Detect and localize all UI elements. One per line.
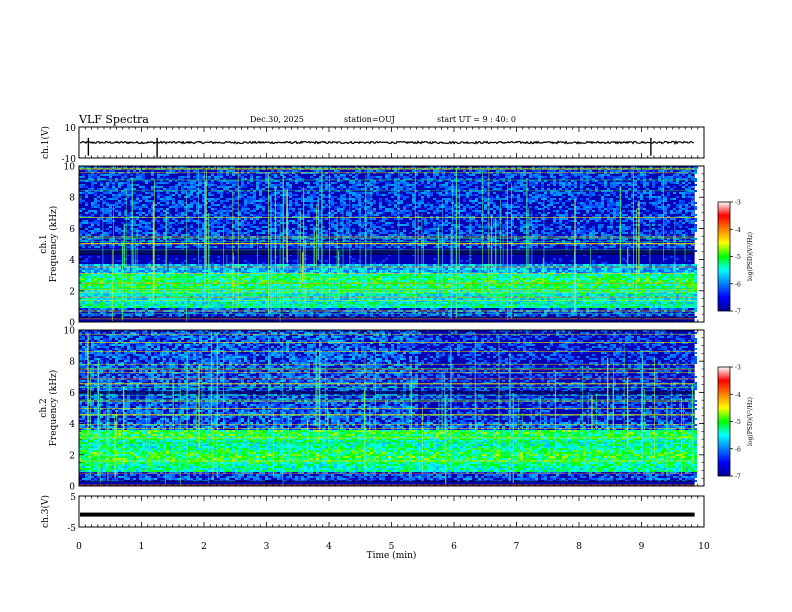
x-tick-label: 6	[451, 542, 457, 552]
ch1-ylabel: ch.1(V)	[40, 126, 51, 159]
spectrogram-channel-label: ch.1	[39, 234, 49, 253]
spectrogram-ytick-label: 0	[69, 483, 75, 493]
x-tick-label: 7	[514, 542, 520, 552]
ch3-ytick-bottom: -5	[67, 524, 76, 534]
x-tick-label: 8	[576, 542, 582, 552]
quiet-band	[79, 250, 695, 255]
colorbar-tick-label: -7	[735, 474, 741, 481]
ch3-ylabel: ch.3(V)	[40, 495, 51, 528]
spectrogram-ytick-label: 0	[69, 319, 75, 329]
ch1-ytick-top: 10	[65, 124, 77, 134]
x-tick-label: 9	[639, 542, 645, 552]
colorbar-2	[717, 366, 731, 477]
colorbar-tick-label: -5	[735, 254, 741, 261]
quiet-band	[79, 316, 695, 319]
x-axis-label: Time (min)	[367, 550, 417, 561]
spectrogram-ylabel: Frequency (kHz)	[48, 370, 59, 447]
x-tick-label: 0	[76, 542, 82, 552]
spectrogram-ytick-label: 10	[64, 327, 76, 337]
x-tick-label: 4	[326, 542, 332, 552]
spectrogram-ytick-label: 6	[69, 225, 75, 235]
colorbar-1	[717, 201, 731, 312]
spectrogram-ytick-label: 4	[69, 256, 75, 266]
ch1-ytick-bottom: -10	[62, 155, 77, 165]
chart-title: VLF Spectra	[79, 113, 149, 126]
spectrogram-ytick-label: 8	[69, 194, 75, 204]
ch3-ytick-top: 5	[70, 493, 76, 503]
colorbar-tick-label: -6	[735, 281, 741, 288]
x-tick-label: 3	[264, 542, 270, 552]
spectrogram-channel-label: ch.2	[39, 398, 49, 417]
quiet-band	[79, 390, 695, 394]
colorbar-tick-label: -5	[735, 419, 741, 426]
colorbar-tick-label: -4	[735, 392, 741, 399]
spectrogram-ytick-label: 8	[69, 358, 75, 368]
colorbar-tick-label: -3	[735, 365, 741, 372]
x-tick-label: 2	[201, 542, 207, 552]
quiet-band	[79, 480, 695, 483]
spectrogram-ytick-label: 4	[69, 420, 75, 430]
station-label: station=OUJ	[344, 115, 395, 124]
colorbar-label: log(PSD)(V²/Hz)	[747, 397, 754, 446]
ch1-spectrogram-image	[79, 166, 697, 322]
colorbar-label: log(PSD)(V²/Hz)	[747, 232, 754, 281]
ch2-spectrogram-image	[79, 330, 697, 486]
spectrogram-ytick-label: 10	[64, 163, 76, 173]
x-tick-label: 5	[389, 542, 395, 552]
colorbar-tick-label: -7	[735, 309, 741, 316]
spectrogram-ylabel: Frequency (kHz)	[48, 206, 59, 283]
spectrogram-ytick-label: 6	[69, 389, 75, 399]
colorbar-tick-label: -6	[735, 446, 741, 453]
x-tick-label: 1	[139, 542, 145, 552]
ch3-waveform-line	[80, 512, 695, 517]
colorbar-tick-label: -4	[735, 227, 741, 234]
colorbar-tick-label: -3	[735, 200, 741, 207]
start-time-label: start UT = 9 : 40: 0	[437, 115, 516, 124]
date-label: Dec.30, 2025	[250, 115, 304, 124]
ch1-waveform-line	[79, 140, 694, 145]
spectrogram-ytick-label: 2	[69, 451, 75, 461]
x-tick-label: 10	[698, 542, 710, 552]
spectrogram-ytick-label: 2	[69, 287, 75, 297]
